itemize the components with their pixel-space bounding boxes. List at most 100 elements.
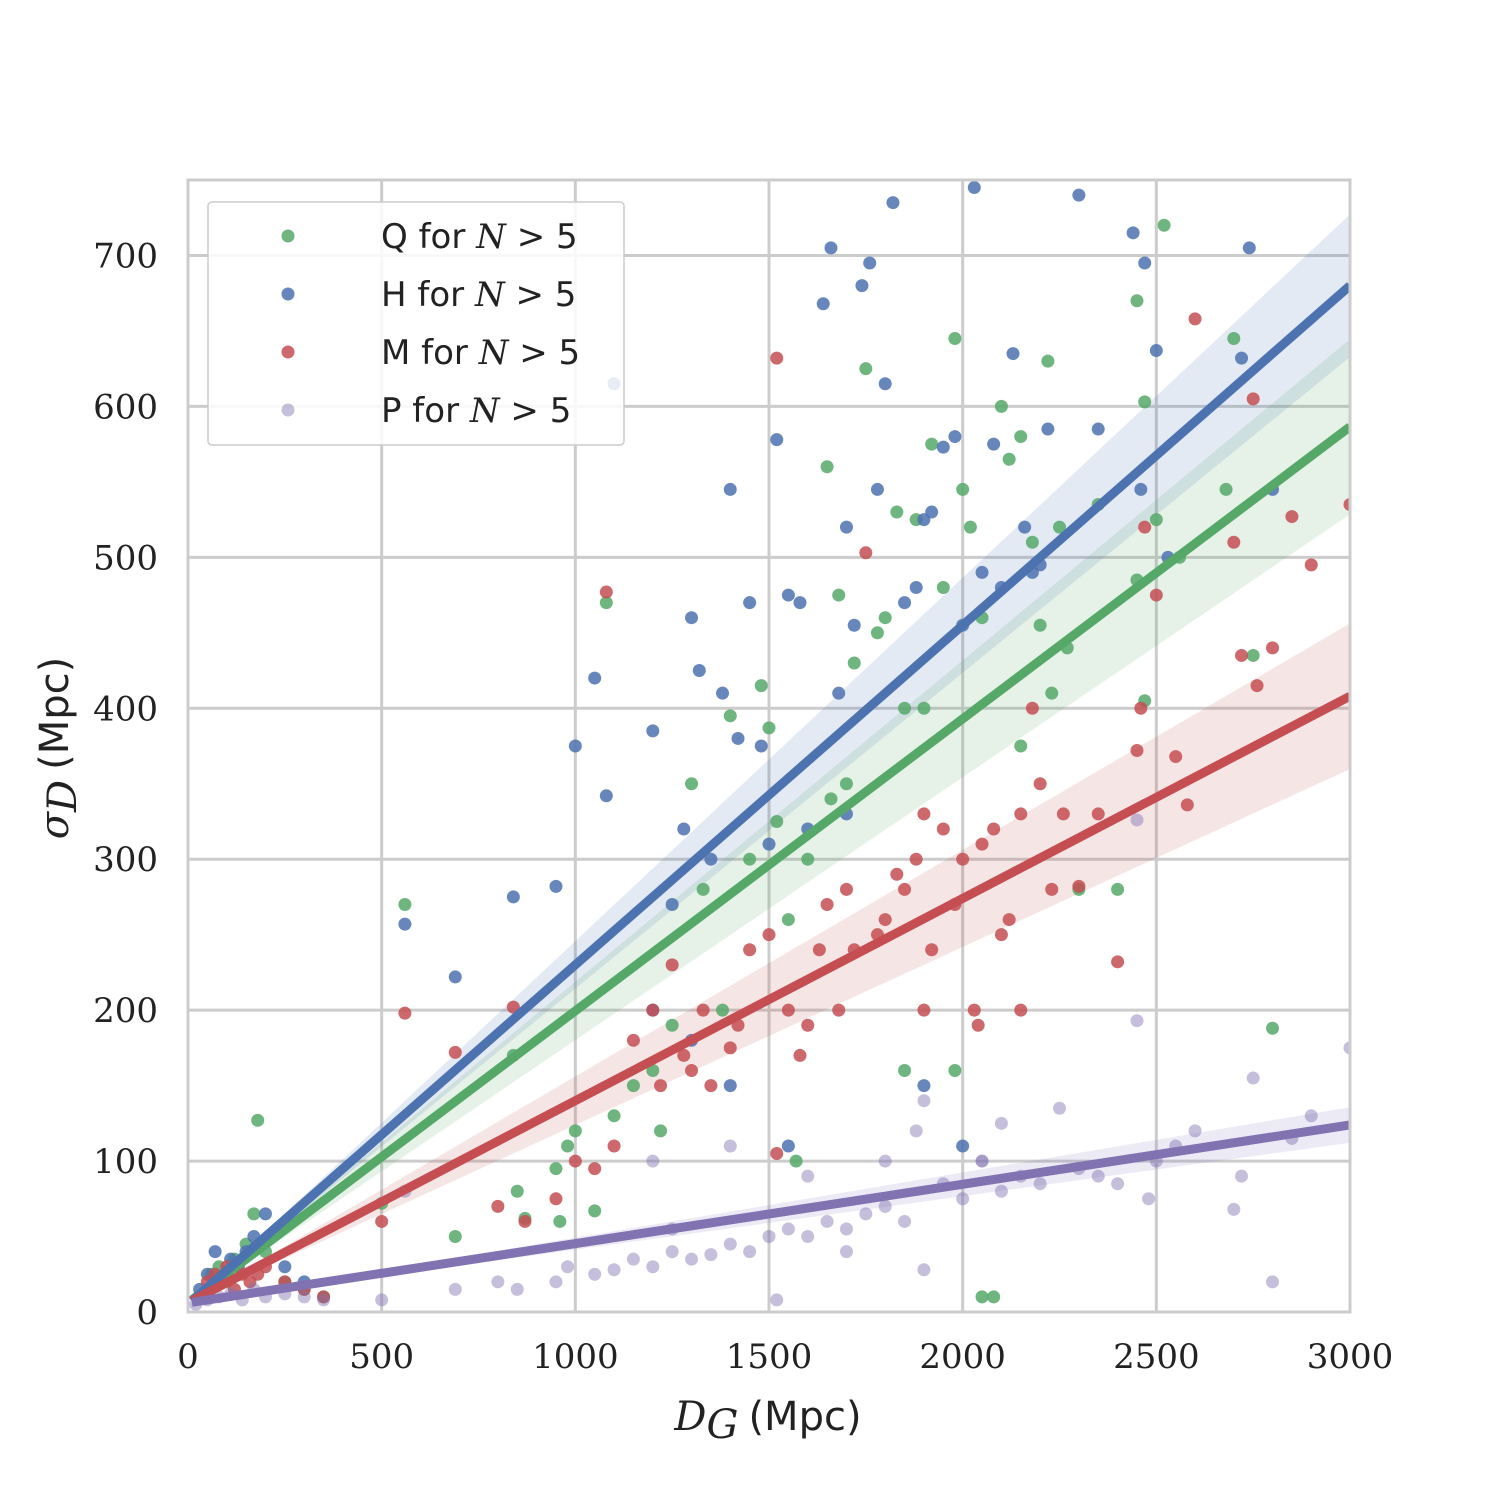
data-point-q xyxy=(568,1124,582,1138)
data-point-m xyxy=(448,1045,462,1059)
data-point-q xyxy=(975,1290,989,1304)
data-point-h xyxy=(506,890,520,904)
data-point-m xyxy=(898,882,912,896)
data-point-h xyxy=(967,181,981,195)
fit-line-m xyxy=(189,692,1350,1305)
data-point-h xyxy=(716,686,730,700)
data-point-h xyxy=(1018,520,1032,534)
data-point-m xyxy=(909,852,923,866)
data-point-p xyxy=(665,1245,679,1259)
data-point-h xyxy=(599,789,613,803)
data-point-q xyxy=(626,1079,640,1093)
data-point-m xyxy=(975,837,989,851)
data-point-m xyxy=(936,822,950,836)
data-point-m xyxy=(770,351,784,365)
data-point-p xyxy=(956,1192,970,1206)
data-point-m xyxy=(549,1192,563,1206)
data-point-h xyxy=(917,1079,931,1093)
legend-box xyxy=(207,201,625,446)
data-point-p xyxy=(1246,1071,1260,1085)
data-point-q xyxy=(1130,294,1144,308)
data-point-m xyxy=(568,1154,582,1168)
data-point-p xyxy=(317,1293,331,1307)
plot-frame xyxy=(186,178,1352,1314)
data-point-m xyxy=(1002,913,1016,927)
data-point-m xyxy=(781,1003,795,1017)
y-tick-label: 700 xyxy=(93,236,158,276)
data-point-q xyxy=(251,1113,265,1127)
data-point-q xyxy=(847,656,861,670)
grid xyxy=(186,180,1352,1314)
data-point-h xyxy=(723,1079,737,1093)
data-point-h xyxy=(677,822,691,836)
data-point-p xyxy=(743,1245,757,1259)
x-tick-label: 2000 xyxy=(919,1337,1006,1377)
data-point-q xyxy=(948,331,962,345)
data-point-p xyxy=(917,1263,931,1277)
data-point-q xyxy=(1149,513,1163,527)
data-point-m xyxy=(654,1079,668,1093)
x-tick-label: 1500 xyxy=(726,1337,813,1377)
data-point-m xyxy=(812,943,826,957)
data-point-q xyxy=(1014,430,1028,444)
data-point-q xyxy=(994,399,1008,413)
data-point-h xyxy=(1242,241,1256,255)
data-point-p xyxy=(297,1290,311,1304)
data-point-p xyxy=(878,1154,892,1168)
data-point-m xyxy=(704,1079,718,1093)
data-point-p xyxy=(839,1222,853,1236)
data-point-q xyxy=(247,1207,261,1221)
data-point-m xyxy=(665,958,679,972)
data-point-p xyxy=(801,1230,815,1244)
data-point-m xyxy=(1072,879,1086,893)
data-point-h xyxy=(723,482,737,496)
data-point-h xyxy=(685,611,699,625)
data-point-m xyxy=(762,928,776,942)
data-point-q xyxy=(1041,354,1055,368)
data-point-m xyxy=(491,1199,505,1213)
data-point-p xyxy=(588,1267,602,1281)
legend-marker-m xyxy=(281,345,295,359)
data-point-p xyxy=(770,1293,784,1307)
data-point-q xyxy=(832,588,846,602)
data-point-p xyxy=(898,1214,912,1228)
data-point-q xyxy=(398,897,412,911)
data-point-q xyxy=(917,701,931,715)
data-point-q xyxy=(824,792,838,806)
data-point-h xyxy=(1138,256,1152,270)
data-point-h xyxy=(956,1139,970,1153)
data-point-p xyxy=(704,1248,718,1262)
data-point-h xyxy=(793,596,807,610)
data-point-p xyxy=(1235,1169,1249,1183)
data-point-q xyxy=(770,814,784,828)
data-point-m xyxy=(1138,520,1152,534)
data-point-h xyxy=(448,970,462,984)
data-point-p xyxy=(646,1260,660,1274)
data-point-m xyxy=(1227,535,1241,549)
data-point-h xyxy=(770,433,784,447)
data-point-m xyxy=(1285,510,1299,524)
data-point-m xyxy=(967,1003,981,1017)
data-point-h xyxy=(692,664,706,678)
data-point-h xyxy=(987,437,1001,451)
data-point-p xyxy=(909,1124,923,1138)
data-point-m xyxy=(1188,312,1202,326)
data-point-m xyxy=(925,943,939,957)
data-point-q xyxy=(754,679,768,693)
data-point-h xyxy=(1149,344,1163,358)
data-point-h xyxy=(278,1260,292,1274)
data-point-p xyxy=(1111,1177,1125,1191)
data-point-m xyxy=(971,1018,985,1032)
data-point-q xyxy=(646,1064,660,1078)
data-point-h xyxy=(1072,188,1086,202)
data-point-p xyxy=(1091,1169,1105,1183)
data-point-p xyxy=(781,1222,795,1236)
fit-line-p xyxy=(191,1120,1350,1307)
data-point-q xyxy=(1157,218,1171,232)
data-point-p xyxy=(1142,1192,1156,1206)
legend-label-h: H for N > 5 xyxy=(381,275,576,315)
data-point-m xyxy=(1180,798,1194,812)
data-point-m xyxy=(1045,882,1059,896)
data-point-m xyxy=(994,928,1008,942)
data-point-m xyxy=(677,1048,691,1062)
